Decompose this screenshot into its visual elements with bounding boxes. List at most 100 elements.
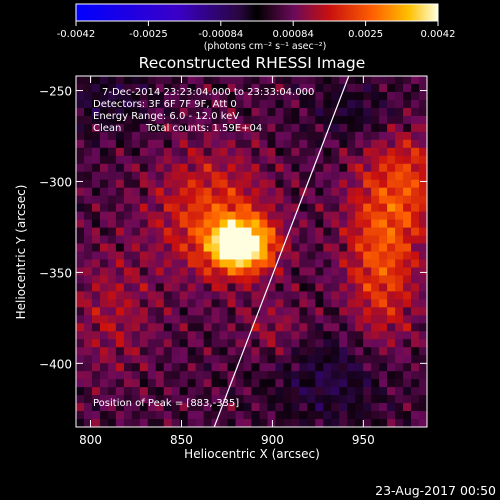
- heatmap-cell: [267, 251, 277, 261]
- heatmap-cell: [107, 315, 117, 324]
- heatmap-cell: [395, 419, 404, 427]
- heatmap-cell: [371, 395, 380, 404]
- heatmap-cell: [203, 235, 213, 245]
- heatmap-cell: [299, 235, 308, 245]
- heatmap-cell: [307, 307, 316, 316]
- heatmap-cell: [371, 99, 380, 109]
- heatmap-cell: [387, 259, 396, 269]
- heatmap-cell: [123, 387, 133, 396]
- heatmap-cell: [323, 371, 332, 380]
- heatmap-cell: [259, 323, 269, 332]
- heatmap-cell: [419, 275, 427, 285]
- heatmap-cell: [99, 91, 109, 101]
- heatmap-cell: [227, 347, 237, 356]
- heatmap-cell: [283, 76, 292, 85]
- heatmap-cell: [331, 323, 340, 332]
- heatmap-cell: [411, 291, 420, 300]
- heatmap-cell: [115, 123, 125, 133]
- heatmap-cell: [235, 395, 245, 404]
- heatmap-cell: [211, 251, 221, 261]
- heatmap-cell: [76, 283, 85, 292]
- heatmap-cell: [107, 259, 117, 269]
- heatmap-cell: [195, 163, 205, 173]
- heatmap-cell: [323, 91, 332, 101]
- heatmap-cell: [115, 403, 125, 412]
- heatmap-cell: [323, 99, 332, 109]
- heatmap-cell: [139, 259, 149, 269]
- heatmap-cell: [339, 387, 348, 396]
- heatmap-cell: [259, 339, 269, 348]
- heatmap-cell: [251, 419, 261, 427]
- heatmap-cell: [299, 291, 308, 300]
- heatmap-cell: [147, 419, 157, 427]
- heatmap-cell: [347, 243, 356, 253]
- heatmap-cell: [363, 147, 372, 157]
- heatmap-cell: [419, 331, 427, 340]
- heatmap-cell: [355, 187, 364, 197]
- heatmap-cell: [307, 379, 316, 388]
- heatmap-cell: [411, 187, 420, 197]
- heatmap-cell: [259, 171, 269, 181]
- heatmap-cell: [403, 243, 412, 253]
- heatmap-cell: [363, 323, 372, 332]
- heatmap-cell: [91, 123, 101, 133]
- heatmap-cell: [347, 179, 356, 189]
- heatmap-cell: [331, 283, 340, 292]
- heatmap-cell: [411, 331, 420, 340]
- heatmap-cell: [179, 219, 189, 229]
- heatmap-cell: [419, 91, 427, 101]
- heatmap-cell: [331, 371, 340, 380]
- heatmap-cell: [99, 419, 109, 427]
- heatmap-cell: [219, 283, 229, 292]
- heatmap-cell: [315, 339, 324, 348]
- heatmap-cell: [147, 299, 157, 308]
- heatmap-cell: [275, 355, 285, 364]
- heatmap-cell: [371, 187, 380, 197]
- heatmap-cell: [163, 299, 173, 308]
- y-axis-label: Heliocentric Y (arcsec): [14, 185, 28, 320]
- heatmap-cell: [339, 275, 348, 285]
- heatmap-cell: [395, 267, 404, 277]
- heatmap-cell: [195, 315, 205, 324]
- heatmap-cell: [227, 131, 237, 141]
- heatmap-cell: [323, 131, 332, 141]
- heatmap-cell: [307, 371, 316, 380]
- heatmap-cell: [107, 347, 117, 356]
- heatmap-cell: [347, 331, 356, 340]
- heatmap-cell: [419, 243, 427, 253]
- heatmap-cell: [387, 395, 396, 404]
- heatmap-cell: [283, 419, 292, 427]
- heatmap-cell: [419, 211, 427, 221]
- heatmap-cell: [155, 131, 165, 141]
- colorbar-tick-label: 0.0025: [348, 29, 383, 40]
- heatmap-cell: [219, 259, 229, 269]
- heatmap-cell: [123, 411, 133, 420]
- heatmap-cell: [251, 235, 261, 245]
- heatmap-cell: [331, 211, 340, 221]
- heatmap-cell: [347, 211, 356, 221]
- heatmap-cell: [363, 331, 372, 340]
- heatmap-cell: [403, 171, 412, 181]
- heatmap-cell: [195, 123, 205, 133]
- heatmap-cell: [251, 243, 261, 253]
- heatmap-cell: [227, 355, 237, 364]
- heatmap-cell: [267, 387, 277, 396]
- heatmap-cell: [411, 179, 420, 189]
- heatmap-cell: [76, 379, 85, 388]
- heatmap-cell: [219, 179, 229, 189]
- heatmap-cell: [91, 203, 101, 213]
- heatmap-cell: [347, 155, 356, 165]
- heatmap-cell: [139, 195, 149, 205]
- heatmap-cell: [211, 355, 221, 364]
- heatmap-cell: [307, 211, 316, 221]
- heatmap-cell: [411, 355, 420, 364]
- heatmap-cell: [379, 339, 388, 348]
- heatmap-cell: [275, 291, 285, 300]
- heatmap-cell: [235, 115, 245, 125]
- heatmap-cell: [315, 331, 324, 340]
- heatmap-cell: [243, 171, 253, 181]
- heatmap-cell: [339, 355, 348, 364]
- heatmap-cell: [91, 299, 101, 308]
- heatmap-cell: [179, 379, 189, 388]
- heatmap-cell: [147, 83, 157, 93]
